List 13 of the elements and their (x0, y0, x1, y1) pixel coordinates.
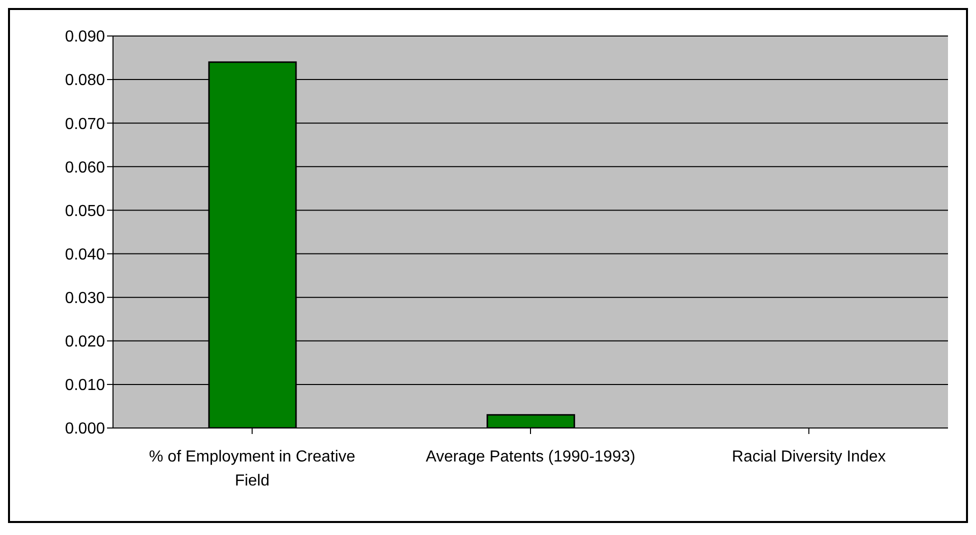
y-tick-label: 0.020 (64, 334, 106, 351)
x-tick-label: Average Patents (1990-1993) (426, 448, 636, 466)
y-tick-label: 0.010 (64, 377, 106, 394)
x-tick-label: % of Employment in Creative Field (149, 448, 356, 490)
y-tick-label: 0.080 (64, 72, 106, 90)
y-tick-label: 0.040 (64, 246, 106, 264)
y-tick-label: 0.050 (64, 202, 106, 220)
y-tick-label: 0.060 (64, 159, 106, 176)
y-tick-label: 0.000 (64, 420, 106, 438)
y-tick-label: 0.090 (64, 28, 106, 46)
y-tick-label: 0.070 (64, 116, 106, 133)
y-tick-label: 0.030 (64, 290, 106, 308)
x-tick-label: Racial Diversity Index (732, 448, 886, 466)
